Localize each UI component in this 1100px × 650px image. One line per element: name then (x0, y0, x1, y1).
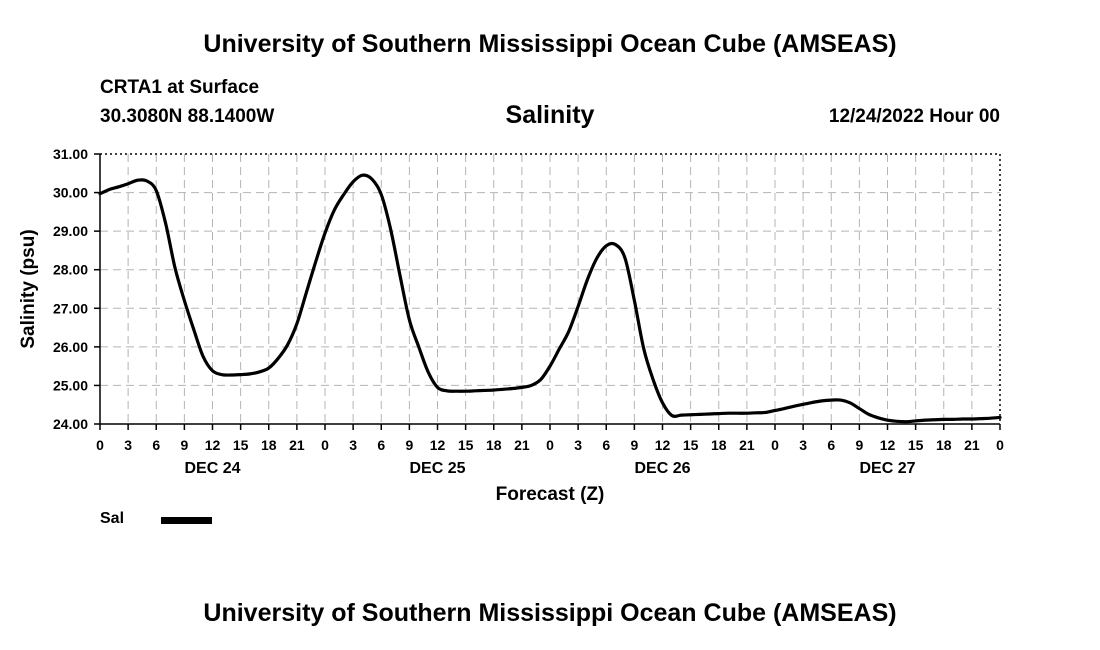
x-axis-title: Forecast (Z) (496, 484, 605, 505)
series-line-sal (98, 173, 1002, 424)
top-title: University of Southern Mississippi Ocean… (203, 30, 897, 58)
x-tick-label: 15 (458, 437, 474, 453)
bottom-title: University of Southern Mississippi Ocean… (203, 599, 897, 627)
x-tick-label: 18 (711, 437, 727, 453)
x-tick-label: 0 (771, 437, 779, 453)
chart-variable-title: Salinity (505, 101, 595, 129)
forecast-datetime: 12/24/2022 Hour 00 (828, 106, 1000, 127)
x-tick-label: 3 (124, 437, 132, 453)
y-tick-label: 24.00 (53, 416, 88, 432)
x-tick-label: 0 (321, 437, 329, 453)
x-tick-label: 12 (205, 437, 221, 453)
x-tick-label: 21 (289, 437, 305, 453)
day-label: DEC 25 (409, 460, 465, 477)
y-tick-label: 30.00 (53, 185, 88, 201)
x-tick-label: 12 (655, 437, 671, 453)
x-tick-label: 9 (180, 437, 188, 453)
x-tick-label: 6 (602, 437, 610, 453)
x-tick-label: 3 (574, 437, 582, 453)
x-tick-label: 0 (96, 437, 104, 453)
y-tick-label: 29.00 (53, 223, 88, 239)
day-label: DEC 26 (634, 460, 690, 477)
x-tick-label: 6 (827, 437, 835, 453)
day-label: DEC 27 (859, 460, 915, 477)
y-tick-label: 31.00 (53, 146, 88, 162)
y-tick-label: 26.00 (53, 339, 88, 355)
station-label: CRTA1 at Surface (100, 77, 260, 98)
y-tick-label: 28.00 (53, 262, 88, 278)
legend-line-swatch (161, 517, 212, 524)
x-tick-label: 21 (739, 437, 755, 453)
x-tick-label: 15 (233, 437, 249, 453)
x-tick-label: 18 (261, 437, 277, 453)
legend-label: Sal (100, 510, 125, 527)
x-tick-label: 0 (546, 437, 554, 453)
x-tick-label: 12 (430, 437, 446, 453)
x-tick-label: 9 (630, 437, 638, 453)
day-label: DEC 24 (184, 460, 240, 477)
y-tick-label: 27.00 (53, 300, 88, 316)
x-tick-label: 3 (349, 437, 357, 453)
x-tick-label: 18 (486, 437, 502, 453)
y-axis-title: Salinity (psu) (18, 229, 39, 348)
x-tick-label: 12 (880, 437, 896, 453)
x-tick-label: 6 (152, 437, 160, 453)
x-tick-label: 21 (964, 437, 980, 453)
x-tick-label: 15 (683, 437, 699, 453)
x-tick-label: 15 (908, 437, 924, 453)
station-coordinates: 30.3080N 88.1400W (100, 106, 275, 127)
x-tick-label: 6 (377, 437, 385, 453)
x-tick-label: 18 (936, 437, 952, 453)
x-tick-label: 3 (799, 437, 807, 453)
x-tick-label: 0 (996, 437, 1004, 453)
y-tick-label: 25.00 (53, 377, 88, 393)
x-tick-label: 9 (405, 437, 413, 453)
x-tick-label: 21 (514, 437, 530, 453)
x-tick-label: 9 (855, 437, 863, 453)
